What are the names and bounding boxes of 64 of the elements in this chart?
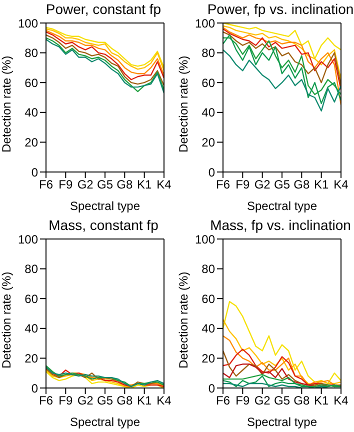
y-tick-label: 80 xyxy=(24,46,38,60)
y-axis-title: Detection rate (%) xyxy=(0,56,14,152)
y-tick-label: 100 xyxy=(18,232,38,246)
x-tick-label: G8 xyxy=(294,178,310,192)
y-tick-label: 100 xyxy=(18,16,38,30)
y-tick-label: 80 xyxy=(202,46,216,60)
x-tick-label: F6 xyxy=(216,394,230,408)
x-tick-label: F6 xyxy=(38,394,54,408)
y-tick-label: 80 xyxy=(202,262,216,276)
y-axis-title: Detection rate (%) xyxy=(176,272,190,368)
x-tick-label: G2 xyxy=(77,178,94,192)
y-tick-label: 80 xyxy=(24,262,38,276)
x-tick-label: F6 xyxy=(38,178,54,192)
x-tick-label: G2 xyxy=(254,394,271,408)
x-tick-label: F6 xyxy=(216,178,230,192)
y-tick-label: 0 xyxy=(208,381,216,396)
x-tick-label: G5 xyxy=(96,394,114,408)
x-tick-label: K1 xyxy=(314,394,329,408)
x-tick-label: K1 xyxy=(136,394,152,408)
y-tick-label: 20 xyxy=(202,351,216,366)
x-tick-label: G5 xyxy=(274,178,290,192)
x-tick-label: F9 xyxy=(236,178,250,192)
y-tick-label: 40 xyxy=(202,322,216,336)
y-tick-label: 60 xyxy=(202,292,216,306)
x-axis-title: Spectral type xyxy=(246,199,318,213)
x-tick-label: G8 xyxy=(116,178,133,192)
x-axis-title: Spectral type xyxy=(246,415,318,429)
chart-title: Mass, fp vs. inclination xyxy=(209,216,352,234)
x-tick-label: F9 xyxy=(58,394,73,408)
y-tick-label: 60 xyxy=(202,76,216,90)
x-tick-label: K1 xyxy=(314,178,329,192)
chart-title: Power, fp vs. inclination xyxy=(206,0,354,18)
y-tick-label: 0 xyxy=(31,165,38,180)
y-tick-label: 0 xyxy=(31,381,38,396)
chart-title: Power, constant fp xyxy=(44,0,162,18)
y-tick-label: 100 xyxy=(194,16,216,30)
x-tick-label: K4 xyxy=(156,394,172,408)
x-tick-label: G5 xyxy=(96,178,114,192)
x-tick-label: G2 xyxy=(77,394,94,408)
x-tick-label: G8 xyxy=(116,394,133,408)
x-tick-label: F9 xyxy=(236,394,250,408)
y-axis-title: Detection rate (%) xyxy=(0,272,14,368)
y-tick-label: 20 xyxy=(202,135,216,150)
y-tick-label: 0 xyxy=(208,165,216,180)
x-tick-label: K1 xyxy=(136,178,152,192)
x-tick-label: K4 xyxy=(156,178,172,192)
y-tick-label: 60 xyxy=(24,76,38,90)
x-axis-title: Spectral type xyxy=(70,199,140,213)
chart-title: Mass, constant fp xyxy=(48,216,160,234)
y-tick-label: 100 xyxy=(194,232,216,246)
x-tick-label: G2 xyxy=(254,178,271,192)
y-tick-label: 40 xyxy=(24,322,38,336)
y-tick-label: 60 xyxy=(24,292,38,306)
y-tick-label: 20 xyxy=(24,351,38,366)
x-tick-label: K4 xyxy=(334,394,349,408)
x-tick-label: K4 xyxy=(334,178,349,192)
x-tick-label: G5 xyxy=(274,394,290,408)
x-tick-label: F9 xyxy=(58,178,73,192)
x-axis-title: Spectral type xyxy=(70,415,140,429)
y-tick-label: 40 xyxy=(202,106,216,120)
y-tick-label: 40 xyxy=(24,106,38,120)
x-tick-label: G8 xyxy=(294,394,310,408)
y-axis-title: Detection rate (%) xyxy=(176,56,190,152)
y-tick-label: 20 xyxy=(24,135,38,150)
